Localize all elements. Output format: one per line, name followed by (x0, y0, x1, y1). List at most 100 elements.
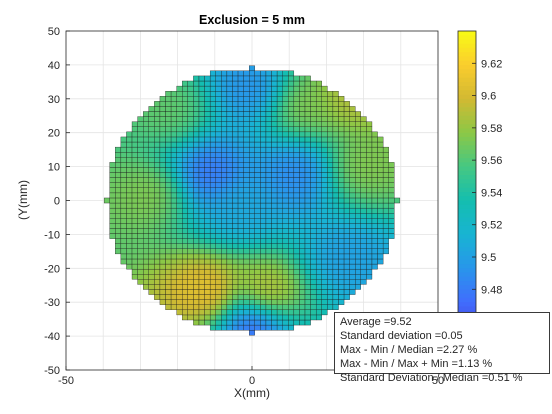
heatmap-cell (299, 157, 306, 163)
heatmap-cell (176, 284, 183, 290)
heatmap-cell (159, 284, 166, 290)
heatmap-cell (187, 284, 194, 290)
heatmap-cell (165, 157, 172, 163)
heatmap-cell (332, 111, 339, 117)
heatmap-cell (304, 309, 311, 316)
heatmap-cell (243, 228, 250, 234)
heatmap-cell (310, 314, 317, 321)
heatmap-cell (332, 136, 339, 143)
heatmap-cell (310, 304, 317, 310)
heatmap-cell (293, 182, 300, 188)
heatmap-cell (293, 106, 300, 112)
heatmap-cell (288, 213, 295, 219)
heatmap-cell (315, 248, 322, 255)
heatmap-cell (170, 263, 177, 270)
heatmap-cell (265, 228, 272, 234)
heatmap-cell (221, 192, 228, 199)
heatmap-cell (237, 207, 244, 214)
heatmap-cell (182, 126, 189, 133)
heatmap-cell (176, 90, 183, 97)
colorbar-segment (458, 281, 476, 286)
heatmap-cell (282, 268, 289, 275)
heatmap-cell (310, 187, 317, 194)
heatmap-cell (282, 197, 289, 204)
heatmap-cell (338, 213, 345, 219)
colorbar-segment (458, 94, 476, 100)
heatmap-cell (193, 253, 200, 260)
heatmap-cell (271, 314, 278, 321)
heatmap-cell (343, 223, 350, 229)
heatmap-cell (204, 243, 211, 249)
heatmap-cell (355, 274, 361, 280)
heatmap-cell (193, 289, 200, 295)
heatmap-cell (382, 248, 389, 255)
heatmap-cell (321, 268, 328, 275)
heatmap-cell (338, 299, 345, 305)
heatmap-cell (276, 141, 283, 148)
heatmap-cell (260, 202, 267, 209)
heatmap-cell (282, 207, 289, 214)
heatmap-cell (310, 202, 317, 209)
heatmap-cell (159, 258, 166, 265)
heatmap-cell (349, 192, 356, 199)
heatmap-cell (226, 299, 233, 305)
heatmap-cell (299, 197, 306, 204)
heatmap-cell (260, 126, 267, 133)
colorbar-segment (458, 230, 476, 235)
heatmap-cell (288, 126, 295, 133)
heatmap-cell (198, 253, 205, 260)
heatmap-cell (137, 197, 144, 204)
heatmap-cell (377, 197, 384, 204)
heatmap-cell (137, 182, 144, 188)
heatmap-cell (249, 268, 255, 275)
heatmap-cell (293, 90, 300, 97)
heatmap-cell (355, 187, 361, 194)
heatmap-cell (260, 121, 267, 127)
heatmap-cell (215, 279, 222, 285)
heatmap-cell (355, 136, 361, 143)
heatmap-cell (327, 172, 334, 178)
heatmap-cell (226, 167, 233, 173)
heatmap-cell (187, 121, 194, 127)
heatmap-cell (243, 90, 250, 97)
heatmap-cell (176, 121, 183, 127)
heatmap-cell (131, 228, 138, 234)
heatmap-cell (176, 218, 183, 224)
heatmap-cell (159, 106, 166, 112)
heatmap-cell (282, 126, 289, 133)
heatmap-cell (276, 248, 283, 255)
heatmap-cell (176, 131, 183, 138)
heatmap-cell (360, 157, 367, 163)
colorbar-segment (458, 268, 476, 274)
heatmap-cell (349, 253, 356, 260)
heatmap-cell (315, 207, 322, 214)
heatmap-cell (343, 177, 350, 183)
heatmap-cell (237, 177, 244, 183)
heatmap-cell (338, 202, 345, 209)
heatmap-cell (182, 274, 189, 280)
heatmap-cell (315, 106, 322, 112)
heatmap-cell (299, 314, 306, 321)
heatmap-cell (338, 238, 345, 244)
heatmap-cell (265, 131, 272, 138)
heatmap-cell (343, 172, 350, 178)
heatmap-cell (237, 314, 244, 321)
heatmap-cell (366, 197, 373, 204)
heatmap-cell (321, 162, 328, 168)
heatmap-cell (221, 106, 228, 112)
heatmap-cell (338, 136, 345, 143)
heatmap-cell (237, 80, 244, 87)
heatmap-cell (293, 177, 300, 183)
heatmap-cell (304, 141, 311, 148)
heatmap-cell (215, 101, 222, 107)
x-tick-label: 0 (249, 375, 255, 387)
heatmap-cell (226, 314, 233, 321)
heatmap-cell (304, 294, 311, 300)
heatmap-cell (126, 146, 133, 153)
heatmap-cell (159, 192, 166, 199)
heatmap-cell (388, 177, 395, 183)
heatmap-cell (276, 182, 283, 188)
heatmap-cell (137, 228, 144, 234)
colorbar-segment (458, 158, 476, 163)
heatmap-cell (126, 192, 133, 199)
